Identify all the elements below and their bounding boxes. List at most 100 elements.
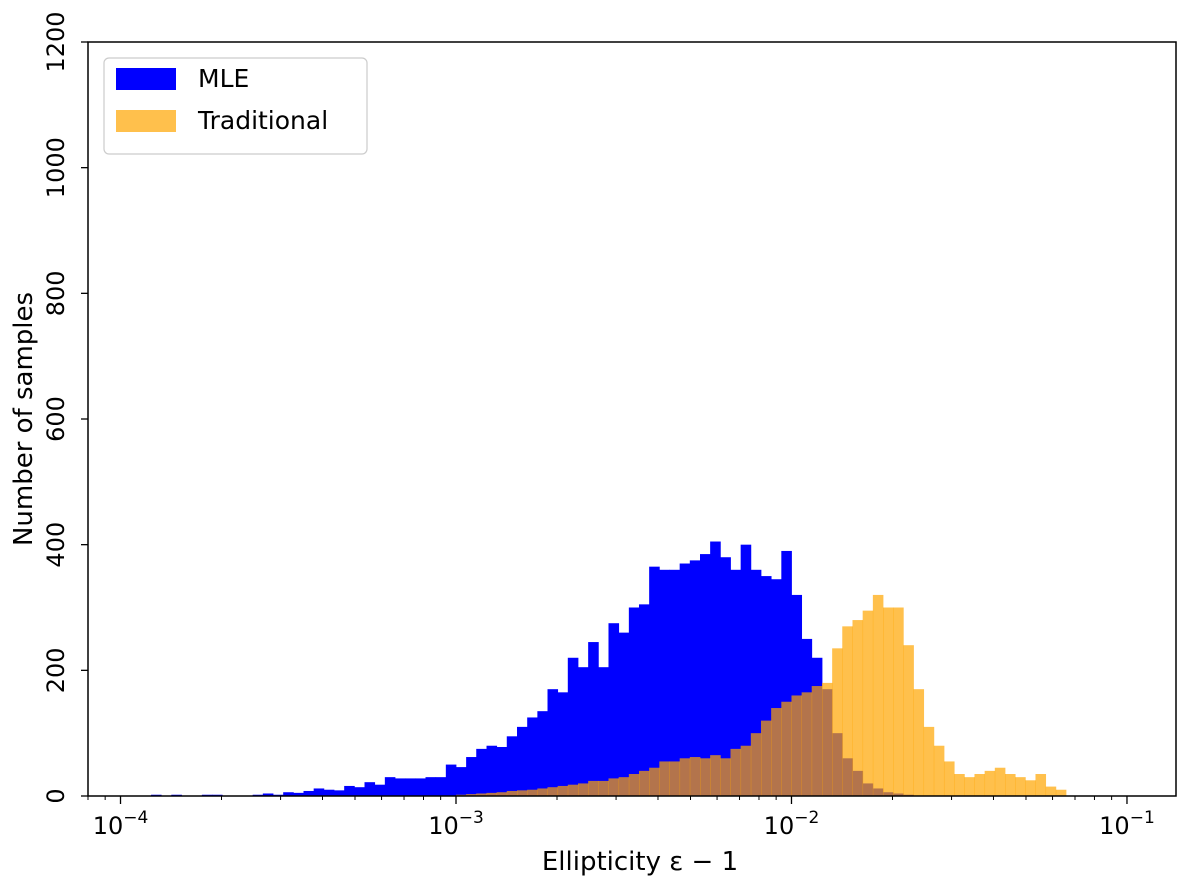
bar-traditional — [557, 785, 569, 796]
bar-mle — [659, 569, 670, 796]
bar-mle — [730, 569, 742, 796]
bar-traditional — [943, 761, 955, 796]
bar-traditional — [1055, 789, 1067, 796]
bar-mle — [374, 784, 386, 796]
bar-mle — [517, 726, 528, 796]
bar-mle — [405, 778, 416, 796]
bar-mle — [700, 554, 711, 796]
y-tick-label: 600 — [42, 396, 70, 442]
bar-mle — [425, 777, 437, 796]
legend-swatch-traditional — [116, 110, 176, 132]
bar-traditional — [679, 758, 691, 796]
bar-traditional — [730, 748, 742, 797]
bar-mle — [506, 736, 518, 796]
x-tick-label: 10−4 — [93, 808, 149, 840]
legend-label-mle: MLE — [198, 64, 249, 93]
bar-traditional — [893, 607, 904, 796]
bar-traditional — [496, 792, 508, 796]
bar-mle — [567, 657, 579, 796]
bar-mle — [394, 778, 406, 796]
bar-mle — [456, 767, 467, 796]
bar-traditional — [720, 758, 731, 796]
bar-mle — [547, 689, 559, 796]
bar-traditional — [852, 620, 864, 796]
bar-traditional — [527, 789, 538, 796]
bar-traditional — [669, 761, 681, 796]
bar-traditional — [974, 774, 986, 796]
bar-mle — [649, 566, 660, 796]
bar-mle — [313, 788, 325, 796]
bar-mle — [486, 745, 498, 796]
series-mle — [151, 541, 914, 797]
bar-traditional — [700, 758, 711, 796]
bar-traditional — [984, 770, 996, 796]
bar-mle — [628, 607, 640, 796]
y-axis-label: Number of samples — [9, 292, 39, 546]
bar-traditional — [567, 784, 579, 796]
bar-mle — [537, 711, 548, 796]
bar-traditional — [771, 708, 782, 796]
bar-mle — [262, 793, 274, 796]
legend-label-traditional: Traditional — [197, 106, 328, 135]
y-tick-label: 0 — [42, 788, 70, 803]
bar-traditional — [517, 790, 528, 796]
bar-traditional — [476, 793, 487, 796]
bar-mle — [557, 692, 569, 796]
y-tick-label: 200 — [42, 647, 70, 693]
bar-mle — [618, 632, 630, 796]
bar-mle — [750, 569, 762, 796]
bar-traditional — [588, 780, 599, 796]
bars-layer — [151, 541, 1067, 797]
bar-mle — [354, 787, 365, 796]
x-axis-label: Ellipticity ε − 1 — [542, 847, 738, 877]
bar-traditional — [872, 594, 884, 796]
bar-traditional — [933, 745, 945, 796]
bar-traditional — [801, 692, 813, 796]
bar-traditional — [577, 783, 589, 796]
y-tick-label: 400 — [42, 522, 70, 568]
bar-traditional — [842, 626, 853, 796]
bar-traditional — [659, 761, 670, 796]
bar-mle — [608, 623, 620, 796]
bar-mle — [588, 642, 599, 796]
y-tick-label: 800 — [42, 270, 70, 316]
bar-traditional — [598, 780, 609, 796]
bar-traditional — [1045, 786, 1057, 796]
bar-traditional — [913, 689, 925, 796]
bar-traditional — [994, 767, 1006, 796]
bar-mle — [435, 777, 447, 796]
bar-traditional — [618, 777, 630, 796]
bar-mle — [760, 576, 772, 796]
bar-mle — [283, 792, 294, 796]
bar-mle — [781, 550, 792, 796]
bar-traditional — [1035, 774, 1047, 796]
bar-mle — [720, 557, 731, 796]
bar-mle — [771, 579, 782, 796]
bar-traditional — [740, 745, 752, 796]
bar-traditional — [883, 607, 894, 796]
bar-traditional — [750, 733, 762, 796]
bar-mle — [476, 748, 487, 797]
bar-traditional — [710, 755, 721, 796]
legend: MLE Traditional — [103, 57, 368, 155]
x-tick-label: 10−3 — [428, 808, 484, 840]
bar-traditional — [832, 648, 843, 796]
bar-traditional — [903, 645, 914, 796]
bar-mle — [466, 757, 477, 796]
bar-traditional — [547, 787, 559, 796]
bar-mle — [638, 604, 650, 796]
bar-mle — [679, 563, 691, 796]
bar-mle — [303, 790, 315, 796]
bar-traditional — [506, 790, 518, 796]
bar-mle — [689, 560, 701, 797]
x-tick-label: 10−1 — [1099, 808, 1155, 840]
bar-traditional — [1004, 774, 1016, 796]
bar-traditional — [537, 788, 548, 796]
bar-traditional — [689, 757, 701, 796]
bar-mle — [323, 789, 335, 796]
bar-mle — [577, 667, 589, 796]
bar-mle — [496, 746, 508, 796]
bar-traditional — [822, 682, 833, 796]
bar-traditional — [954, 774, 965, 796]
